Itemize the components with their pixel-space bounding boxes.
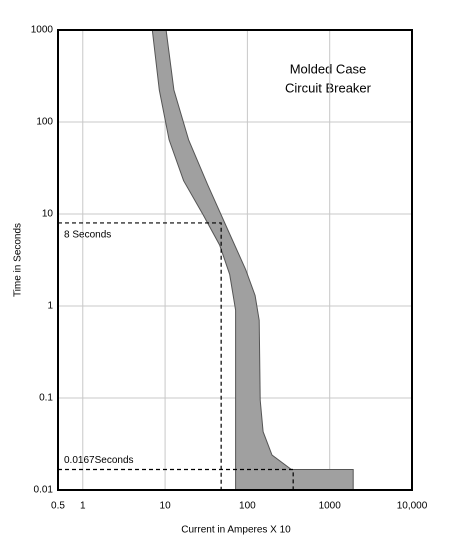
x-tick-label: 1	[80, 501, 86, 512]
y-axis-title: Time in Seconds	[13, 223, 24, 297]
x-tick-label: 100	[239, 501, 256, 512]
reference-line	[58, 222, 222, 490]
x-tick-label: 10,000	[397, 501, 428, 512]
annotation: 0.0167Seconds	[64, 455, 134, 466]
plot-frame	[57, 29, 413, 491]
y-tick-label: 10	[42, 209, 54, 220]
chart-title: Circuit Breaker	[285, 80, 372, 95]
chart-title: Molded Case	[290, 61, 367, 76]
x-tick-label: 10	[160, 501, 172, 512]
x-tick-label: 0.5	[51, 501, 65, 512]
y-tick-label: 0.1	[39, 393, 53, 404]
y-tick-label: 0.01	[34, 485, 54, 496]
reference-line	[58, 468, 294, 490]
annotation: 8 Seconds	[64, 230, 111, 241]
y-tick-label: 1000	[31, 25, 54, 36]
curve-band	[151, 29, 354, 491]
x-axis-title: Current in Amperes X 10	[181, 525, 291, 536]
y-tick-label: 100	[36, 117, 53, 128]
y-tick-label: 1	[47, 301, 53, 312]
x-tick-label: 1000	[319, 501, 342, 512]
